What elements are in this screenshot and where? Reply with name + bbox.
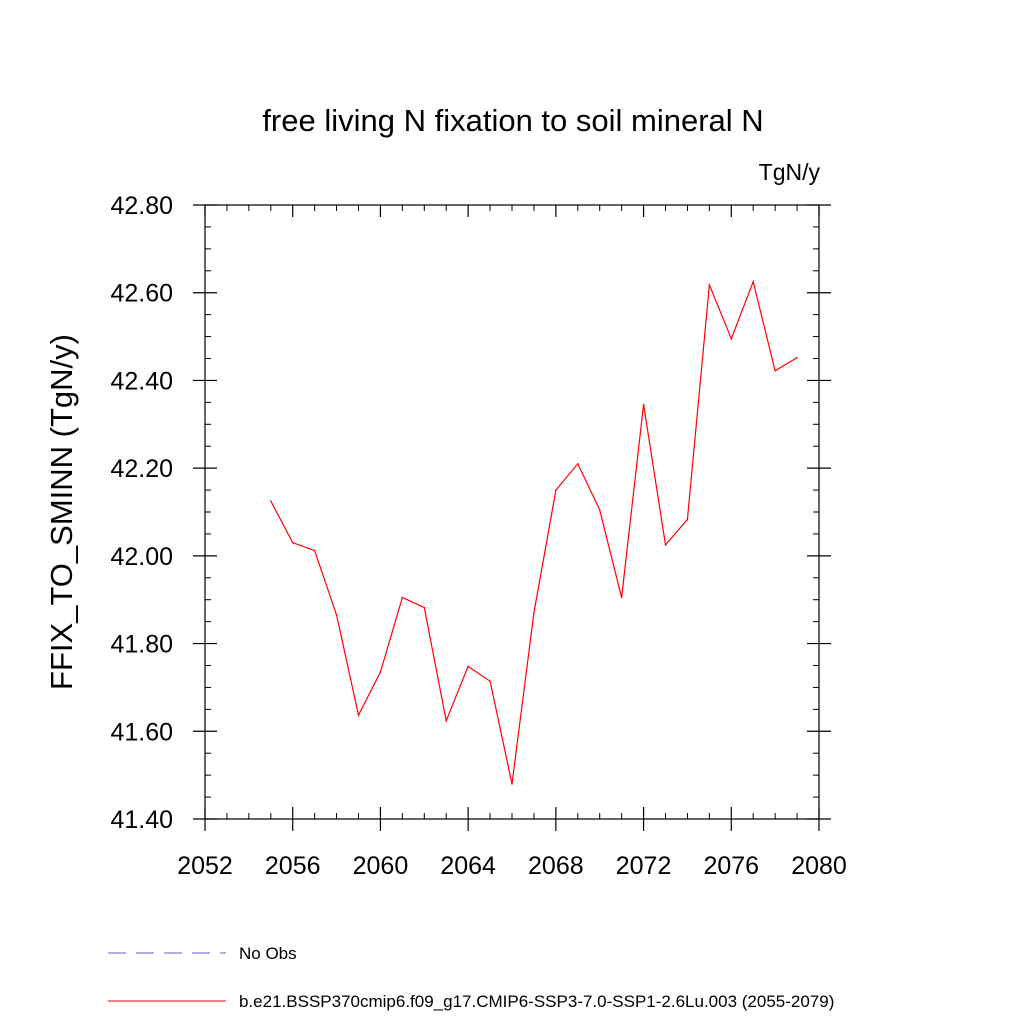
x-tick-label: 2052 bbox=[177, 852, 233, 880]
legend: No Obs b.e21.BSSP370cmip6.f09_g17.CMIP6-S… bbox=[108, 944, 834, 1011]
x-tick-label: 2076 bbox=[703, 852, 759, 880]
data-point bbox=[379, 671, 382, 673]
y-tick-label: 42.20 bbox=[110, 455, 173, 483]
data-point bbox=[774, 369, 776, 372]
y-tick-label: 41.40 bbox=[110, 806, 173, 834]
data-point bbox=[291, 541, 294, 544]
data-point bbox=[313, 549, 316, 552]
data-point bbox=[489, 680, 491, 683]
legend-label: b.e21.BSSP370cmip6.f09_g17.CMIP6-SSP3-7.… bbox=[239, 992, 834, 1011]
x-tick-label: 2080 bbox=[791, 852, 847, 880]
data-point bbox=[357, 714, 360, 716]
y-tick-label: 42.80 bbox=[110, 192, 173, 220]
data-point bbox=[752, 280, 755, 283]
data-point bbox=[730, 337, 733, 340]
data-point bbox=[533, 612, 535, 614]
y-tick-label: 42.60 bbox=[110, 280, 173, 308]
data-point bbox=[796, 356, 798, 359]
data-point bbox=[664, 544, 667, 546]
y-tick-label: 42.40 bbox=[110, 367, 173, 395]
y-tick-label: 42.00 bbox=[110, 543, 173, 571]
series-line bbox=[270, 279, 798, 785]
tick-labels: 2052 2056 2060 2064 2068 2072 2076 2080 41.40 41.… bbox=[110, 192, 846, 880]
y-tick-label: 41.80 bbox=[110, 631, 173, 659]
data-point bbox=[467, 665, 469, 668]
data-point bbox=[620, 596, 623, 599]
x-tick-label: 2068 bbox=[528, 852, 584, 880]
data-point bbox=[445, 719, 448, 722]
axis-ticks bbox=[193, 204, 831, 831]
data-point bbox=[642, 403, 645, 406]
data-point bbox=[686, 518, 689, 521]
x-tick-label: 2060 bbox=[353, 852, 409, 880]
units-label: TgN/y bbox=[759, 159, 821, 185]
chart-title: free living N fixation to soil mineral N bbox=[262, 103, 763, 138]
data-point bbox=[708, 284, 711, 286]
data-point bbox=[555, 489, 557, 491]
data-point bbox=[401, 596, 404, 599]
plot-frame bbox=[204, 204, 820, 820]
series-layer bbox=[269, 279, 798, 785]
y-tick-label: 41.60 bbox=[110, 718, 173, 746]
data-point bbox=[576, 462, 579, 465]
data-point bbox=[511, 783, 513, 785]
data-point bbox=[335, 614, 338, 616]
x-tick-label: 2064 bbox=[440, 852, 496, 880]
x-tick-label: 2056 bbox=[265, 852, 321, 880]
data-point bbox=[269, 500, 272, 502]
data-point bbox=[423, 606, 426, 609]
legend-label: No Obs bbox=[239, 944, 297, 963]
x-tick-label: 2072 bbox=[616, 852, 672, 880]
y-axis-label: FFIX_TO_SMINN (TgN/y) bbox=[44, 334, 79, 690]
data-point bbox=[598, 509, 601, 511]
